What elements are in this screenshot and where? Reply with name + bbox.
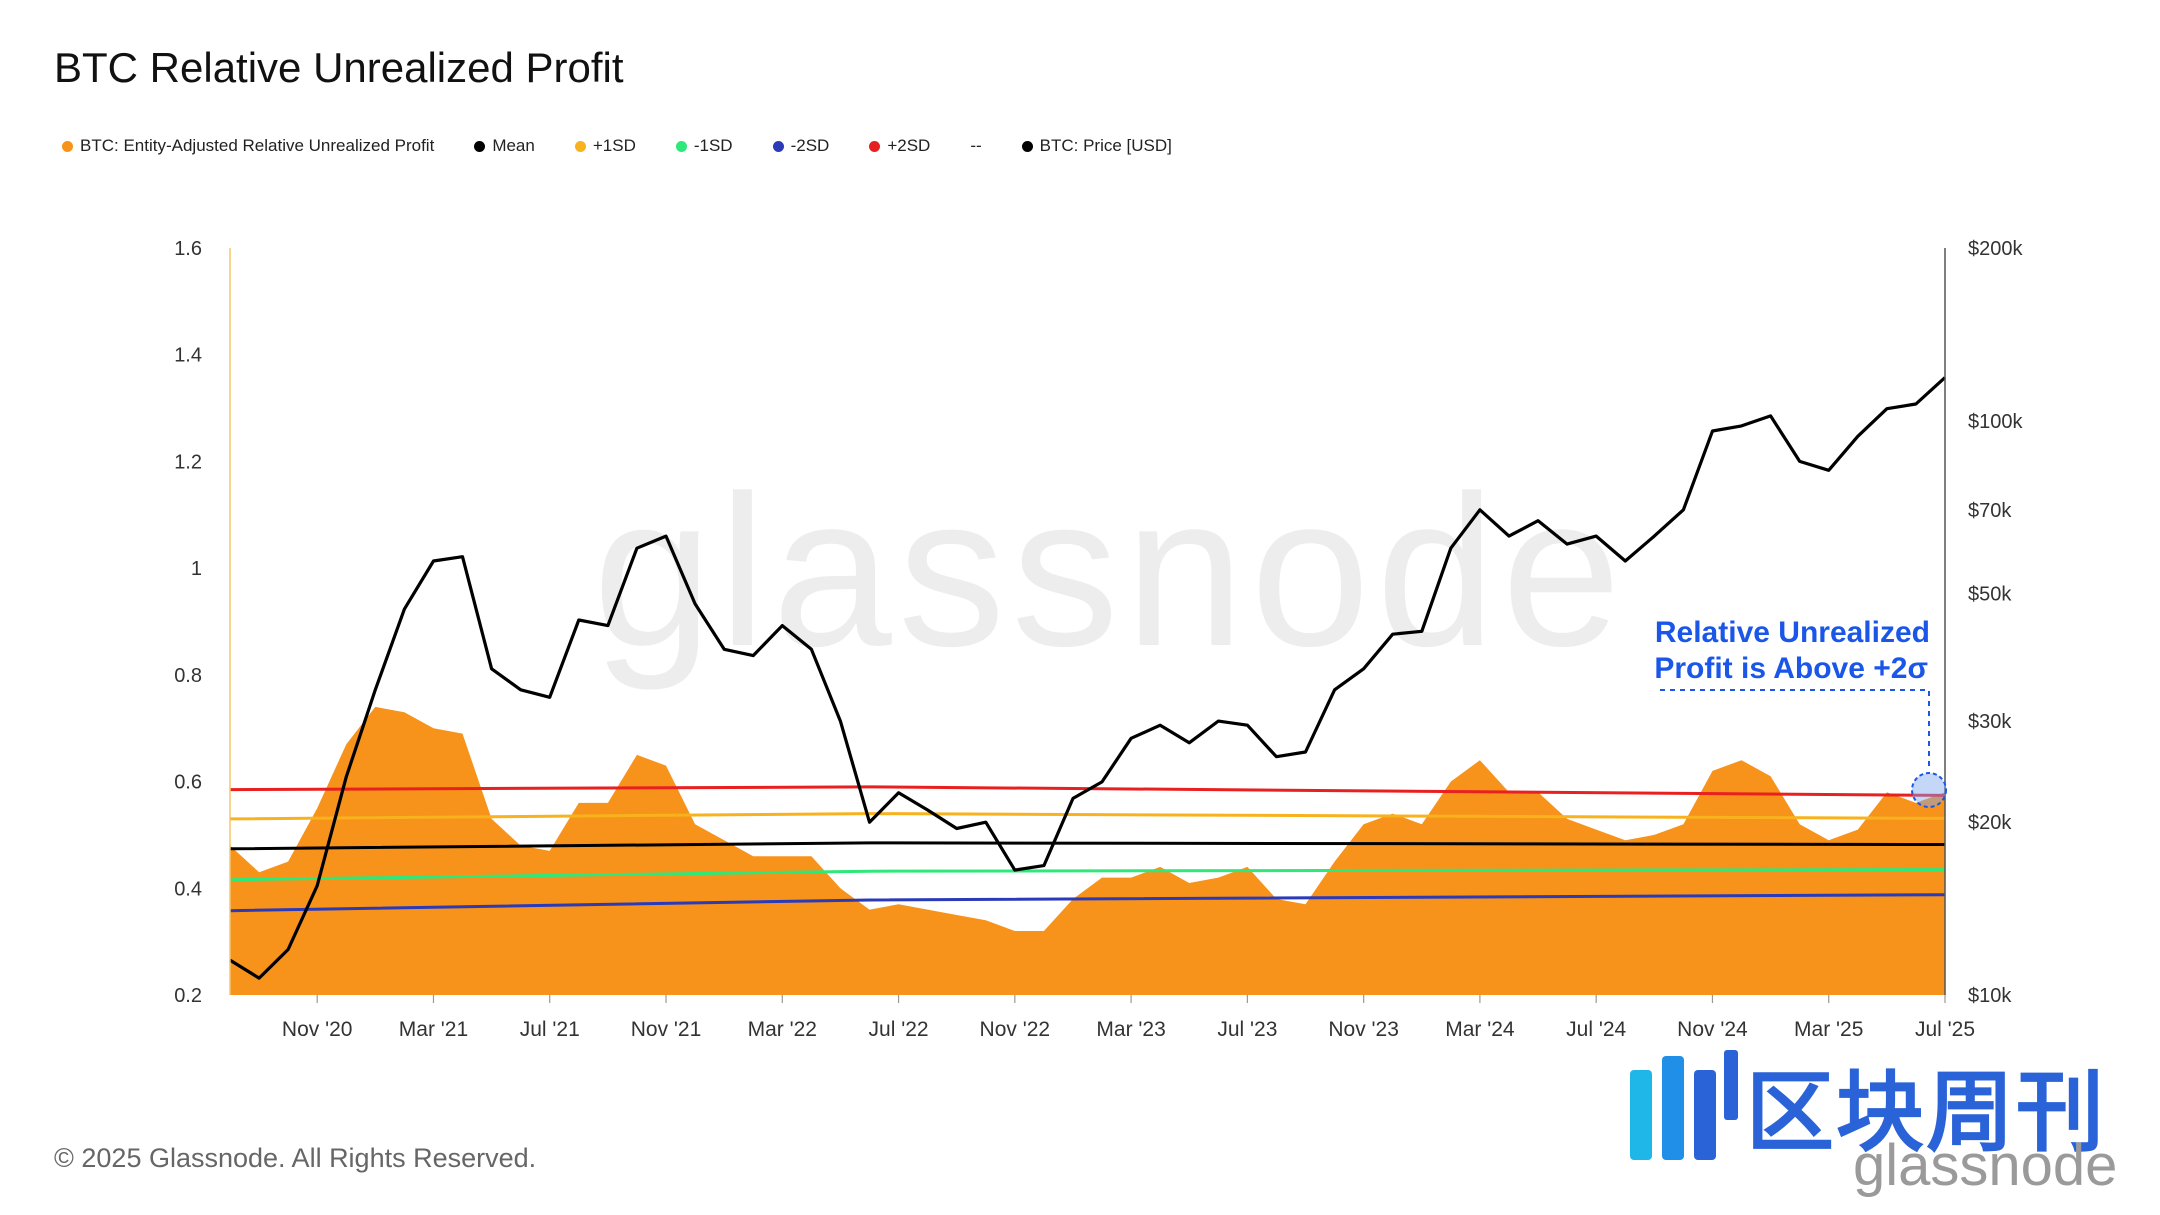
legend-item[interactable]: Mean (474, 136, 535, 156)
annotation-highlight-circle (1911, 772, 1947, 808)
legend-item[interactable]: -1SD (675, 136, 733, 156)
y-left-tick-label: 0.4 (174, 878, 202, 900)
legend-item[interactable]: BTC: Entity-Adjusted Relative Unrealized… (62, 136, 434, 156)
legend-dot-icon (62, 140, 73, 152)
chart-legend: BTC: Entity-Adjusted Relative Unrealized… (62, 136, 1172, 156)
x-tick-label: Nov '24 (1677, 1018, 1748, 1041)
legend-dot-icon (869, 140, 881, 152)
y-left-tick-label: 1.2 (174, 451, 202, 473)
y-left-tick-label: 1.4 (174, 345, 202, 367)
legend-label: BTC: Price [USD] (1039, 136, 1172, 155)
chart-title: BTC Relative Unrealized Profit (54, 44, 624, 91)
legend-dot-icon (474, 140, 486, 152)
legend-dot-icon (772, 140, 784, 152)
brand-en-text: glassnode (1853, 1133, 2118, 1198)
y-left-tick-label: 1 (191, 558, 202, 580)
y-right-tick-label: $10k (1968, 985, 2012, 1007)
series-layer (229, 376, 1947, 995)
x-tick-label: Jul '23 (1217, 1018, 1277, 1041)
series-line-2sd (229, 893, 1946, 913)
brand-mark-icon (1630, 1050, 1738, 1160)
axes-layer: 1.6 1.4 1.2 1 0.8 0.6 0.4 0.2 $200k $100k $70k $50k… (174, 238, 2023, 1041)
y-left-tick-label: 0.6 (174, 772, 202, 794)
legend-dot-icon (1021, 140, 1033, 152)
y-left-tick-label: 0.8 (174, 665, 202, 687)
x-tick-label: Nov '21 (631, 1018, 702, 1041)
legend-label: +1SD (592, 136, 636, 155)
series-line-+1sd (229, 812, 1946, 821)
x-tick-label: Mar '21 (399, 1018, 468, 1041)
y-right-tick-label: $200k (1968, 238, 2023, 260)
x-tick-label: Jul '24 (1566, 1018, 1626, 1041)
brand-logo: 区块周刊 glassnode (1628, 1040, 2148, 1200)
y-left-tick-label: 1.6 (174, 238, 202, 260)
annotation-line-1: Relative Unrealized (1655, 616, 1930, 649)
x-tick-label: Mar '25 (1794, 1018, 1863, 1041)
x-tick-label: Jul '21 (520, 1018, 580, 1041)
legend-label: -1SD (693, 136, 733, 155)
legend-item[interactable]: -- (970, 136, 981, 156)
legend-label: -- (970, 136, 982, 155)
y-right-tick-label: $70k (1968, 500, 2012, 522)
watermark: glassnode (593, 450, 1627, 691)
x-tick-label: Jul '22 (869, 1018, 929, 1041)
y-left-tick-label: 0.2 (174, 985, 202, 1007)
x-tick-label: Nov '23 (1328, 1018, 1399, 1041)
x-tick-label: Mar '24 (1445, 1018, 1515, 1041)
legend-dot-icon (574, 140, 586, 152)
y-right-tick-label: $100k (1968, 411, 2023, 433)
y-right-tick-label: $20k (1968, 812, 2012, 834)
y-right-tick-label: $50k (1968, 584, 2012, 606)
brand-cn-text: 区块周刊 (1746, 1061, 2107, 1164)
x-tick-label: Nov '22 (980, 1018, 1051, 1041)
series-line-btc-price-usd (229, 376, 1947, 980)
x-tick-label: Jul '25 (1915, 1018, 1975, 1041)
annotation-line-2: Profit is Above +2σ (1654, 652, 1928, 685)
legend-dot-icon (675, 140, 687, 152)
x-tick-label: Nov '20 (282, 1018, 353, 1041)
series-line-+2sd (229, 785, 1946, 797)
legend-item[interactable]: -2SD (772, 136, 830, 156)
legend-label: +2SD (887, 136, 931, 155)
legend-item[interactable]: BTC: Price [USD] (1021, 136, 1172, 156)
series-line-mean (229, 841, 1946, 851)
x-tick-label: Mar '22 (748, 1018, 817, 1041)
copyright-footer: © 2025 Glassnode. All Rights Reserved. (54, 1143, 537, 1173)
annotation-leader-line (1660, 689, 1930, 768)
legend-label: Mean (492, 136, 535, 155)
legend-item[interactable]: +2SD (869, 136, 930, 156)
annotation-layer: Relative Unrealized Profit is Above +2σ (1654, 616, 1947, 808)
legend-item[interactable]: +1SD (574, 136, 636, 156)
y-right-tick-label: $30k (1968, 711, 2012, 733)
series-line-1sd (229, 868, 1946, 882)
x-tick-label: Mar '23 (1096, 1018, 1165, 1041)
series-area-relative-unrealized-profit (230, 706, 1945, 995)
legend-label: BTC: Entity-Adjusted Relative Unrealized… (80, 136, 435, 155)
legend-label: -2SD (790, 136, 830, 155)
